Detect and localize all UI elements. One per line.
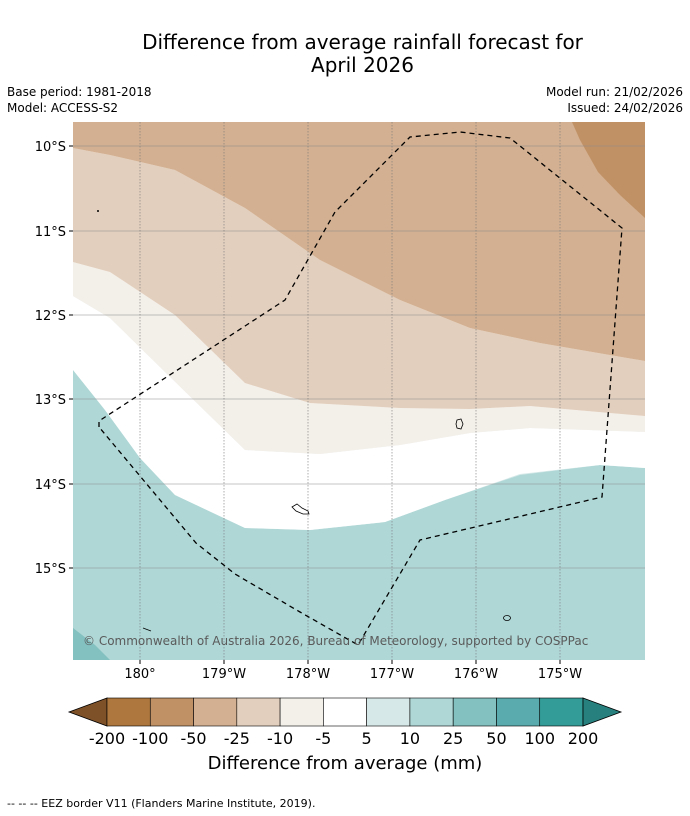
lon-label: 176°W [454, 667, 498, 682]
colorbar-segment [496, 697, 541, 727]
colorbar-segment [366, 697, 411, 727]
colorbar-label: 200 [568, 729, 599, 748]
colorbar-label: 10 [400, 729, 420, 748]
title-line-2: April 2026 [311, 53, 414, 77]
lon-label: 180° [124, 667, 155, 682]
lon-label-group: 180° 179°W 178°W 177°W 176°W 175°W [124, 667, 582, 682]
lat-label: 15°S [35, 562, 66, 577]
colorbar-label: 100 [524, 729, 555, 748]
colorbar-label: -200 [89, 729, 125, 748]
map-title: Difference from average rainfall forecas… [60, 31, 665, 77]
colorbar-title: Difference from average (mm) [207, 753, 483, 774]
colorbar-label: 50 [486, 729, 506, 748]
lon-label: 175°W [538, 667, 582, 682]
colorbar-label: -50 [180, 729, 206, 748]
colorbar-label: -25 [224, 729, 250, 748]
colorbar-extend-high [582, 697, 623, 727]
lat-label: 14°S [35, 478, 66, 493]
colorbar-segment [193, 697, 238, 727]
colorbar-segment [236, 697, 281, 727]
meta-left: Base period: 1981-2018 Model: ACCESS-S2 [7, 84, 152, 116]
copyright-notice: © Commonwealth of Australia 2026, Bureau… [83, 634, 588, 648]
colorbar-label: -100 [132, 729, 168, 748]
colorbar-segment [539, 697, 584, 727]
lon-label: 178°W [286, 667, 330, 682]
base-period: Base period: 1981-2018 [7, 85, 152, 99]
rainfall-anomaly-field: © Commonwealth of Australia 2026, Bureau… [73, 122, 645, 660]
colorbar: -200 -100 -50 -25 -10 -5 5 10 25 50 100 200 [67, 697, 623, 748]
colorbar-label: -10 [267, 729, 293, 748]
band-minus25-minus10 [73, 148, 645, 416]
colorbar-label: 5 [362, 729, 372, 748]
meta-right: Model run: 21/02/2026 Issued: 24/02/2026 [546, 84, 683, 116]
colorbar-segment [452, 697, 497, 727]
band-minus50-minus25 [73, 122, 645, 361]
colorbar-label: 25 [443, 729, 463, 748]
lon-label: 179°W [202, 667, 246, 682]
lat-label: 10°S [35, 140, 66, 155]
model-name: Model: ACCESS-S2 [7, 101, 119, 115]
colorbar-segment [279, 697, 324, 727]
lat-label: 13°S [35, 393, 66, 408]
colorbar-segment [106, 697, 151, 727]
lat-label-group: 10°S 11°S 12°S 13°S 14°S 15°S [35, 140, 66, 577]
model-run: Model run: 21/02/2026 [545, 85, 683, 99]
island-futuna [291, 503, 310, 515]
colorbar-label: -5 [315, 729, 331, 748]
lat-ticks [69, 145, 73, 569]
colorbar-segment [323, 697, 367, 727]
lon-label: 177°W [370, 667, 414, 682]
eez-border [98, 131, 623, 646]
band-25-50 [73, 628, 110, 660]
colorbar-extend-low [67, 697, 108, 727]
longitude-lines [139, 122, 561, 660]
latitude-lines [73, 145, 645, 569]
lat-label: 11°S [35, 225, 66, 240]
island-niuafoou [503, 615, 511, 621]
lon-ticks [139, 660, 561, 664]
colorbar-segment [409, 697, 454, 727]
island-reef [142, 627, 152, 632]
island-islet [97, 210, 99, 212]
island-wallis [455, 418, 464, 430]
issued-date: Issued: 24/02/2026 [567, 101, 683, 115]
colorbar-segment [149, 697, 194, 727]
lat-label: 12°S [35, 309, 66, 324]
eez-legend: -- -- -- EEZ border V11 (Flanders Marine… [7, 797, 316, 810]
title-line-1: Difference from average rainfall forecas… [142, 30, 583, 54]
